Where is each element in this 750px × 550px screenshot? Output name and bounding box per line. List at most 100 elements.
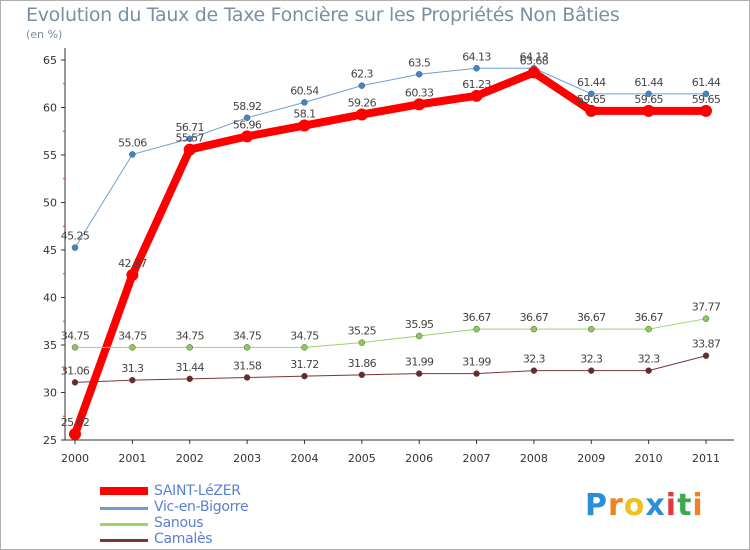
data-point <box>415 370 423 377</box>
data-label: 56.71 <box>175 121 204 134</box>
legend-swatch <box>100 523 148 526</box>
x-tick-label: 2011 <box>692 452 720 465</box>
data-point <box>415 71 423 78</box>
data-label: 34.75 <box>290 329 319 342</box>
data-point <box>301 372 308 380</box>
data-label: 34.75 <box>61 329 90 342</box>
y-tick-label: 45 <box>43 244 57 257</box>
y-tick-label: 65 <box>43 54 57 67</box>
data-point <box>473 65 480 72</box>
data-label: 35.25 <box>348 325 377 338</box>
data-label: 32.3 <box>523 353 546 366</box>
data-label: 59.65 <box>692 93 721 106</box>
x-tick-label: 2009 <box>577 452 605 465</box>
data-point <box>530 325 538 333</box>
logo-letter: t <box>677 488 693 523</box>
data-label: 58.1 <box>293 108 315 121</box>
x-tick-label: 2008 <box>520 452 548 465</box>
data-point <box>642 104 655 117</box>
data-point <box>702 352 710 359</box>
data-point <box>243 114 251 122</box>
data-label: 59.65 <box>634 93 663 106</box>
data-label: 60.33 <box>405 86 434 99</box>
series-line <box>74 67 706 248</box>
data-point <box>527 66 540 79</box>
data-label: 31.06 <box>61 364 90 377</box>
data-label: 59.26 <box>348 97 377 110</box>
data-label: 45.25 <box>61 230 90 243</box>
data-point <box>69 428 81 441</box>
data-point <box>186 344 193 351</box>
legend-item: Sanous <box>100 515 340 532</box>
data-label: 59.65 <box>577 93 606 106</box>
data-point <box>358 339 366 346</box>
y-tick-label: 55 <box>43 149 57 162</box>
legend-item: Camalès <box>100 531 340 548</box>
series-line <box>71 68 706 436</box>
data-point <box>415 332 423 340</box>
legend: SAINT-LéZER Vic-en-Bigorre Sanous Camalè… <box>100 483 340 548</box>
data-point <box>645 90 652 98</box>
data-point <box>588 90 595 98</box>
data-point <box>71 344 79 351</box>
data-label: 34.75 <box>118 329 147 342</box>
legend-label: SAINT-LéZER <box>154 483 241 499</box>
data-point <box>413 98 426 111</box>
x-tick-label: 2005 <box>348 452 376 465</box>
data-point <box>700 104 712 117</box>
series-line <box>74 355 707 383</box>
data-label: 32.3 <box>638 353 661 366</box>
data-label: 36.67 <box>462 311 491 324</box>
data-point <box>645 367 652 374</box>
data-label: 37.77 <box>692 301 721 314</box>
data-point <box>71 379 79 386</box>
data-point <box>702 90 710 98</box>
y-tick-label: 60 <box>43 102 57 115</box>
data-label: 36.67 <box>577 311 606 324</box>
x-tick-label: 2004 <box>290 452 318 465</box>
data-label: 32.3 <box>580 353 603 366</box>
data-point <box>358 371 366 379</box>
data-point <box>358 82 366 89</box>
data-label: 36.67 <box>520 311 549 324</box>
series-line <box>75 318 707 348</box>
data-label: 61.44 <box>634 76 663 89</box>
data-point <box>530 367 538 374</box>
data-label: 61.44 <box>577 76 606 89</box>
data-point <box>298 119 311 132</box>
data-point <box>129 376 136 384</box>
data-label: 33.87 <box>692 338 721 351</box>
data-point <box>186 375 193 383</box>
data-label: 34.75 <box>233 329 262 342</box>
data-point <box>243 344 251 351</box>
logo-letter: o <box>623 488 646 523</box>
logo-letter: i <box>665 488 678 523</box>
data-label: 60.54 <box>290 84 319 97</box>
data-label: 36.67 <box>634 311 663 324</box>
data-point <box>588 367 595 374</box>
data-label: 62.3 <box>351 68 374 81</box>
y-tick-label: 25 <box>43 434 57 447</box>
legend-label: Vic-en-Bigorre <box>154 499 249 515</box>
data-point <box>129 344 136 351</box>
data-label: 63.5 <box>408 56 431 69</box>
data-point <box>243 374 251 381</box>
chart-title: Evolution du Taux de Taxe Foncière sur l… <box>26 4 620 26</box>
data-label: 31.44 <box>175 361 204 374</box>
data-label: 34.75 <box>175 329 204 342</box>
data-point <box>585 104 598 117</box>
data-label: 55.06 <box>118 136 147 149</box>
x-tick-label: 2001 <box>118 452 146 465</box>
data-point <box>301 344 308 351</box>
data-point <box>645 325 652 333</box>
logo-letter: i <box>692 488 704 523</box>
data-label: 31.99 <box>405 356 434 369</box>
data-label: 61.23 <box>462 78 491 91</box>
x-tick-label: 2002 <box>176 452 204 465</box>
data-point <box>588 325 595 333</box>
data-point <box>473 370 480 377</box>
data-label: 64.13 <box>462 50 491 63</box>
x-tick-label: 2000 <box>61 452 89 465</box>
data-point <box>473 325 480 333</box>
